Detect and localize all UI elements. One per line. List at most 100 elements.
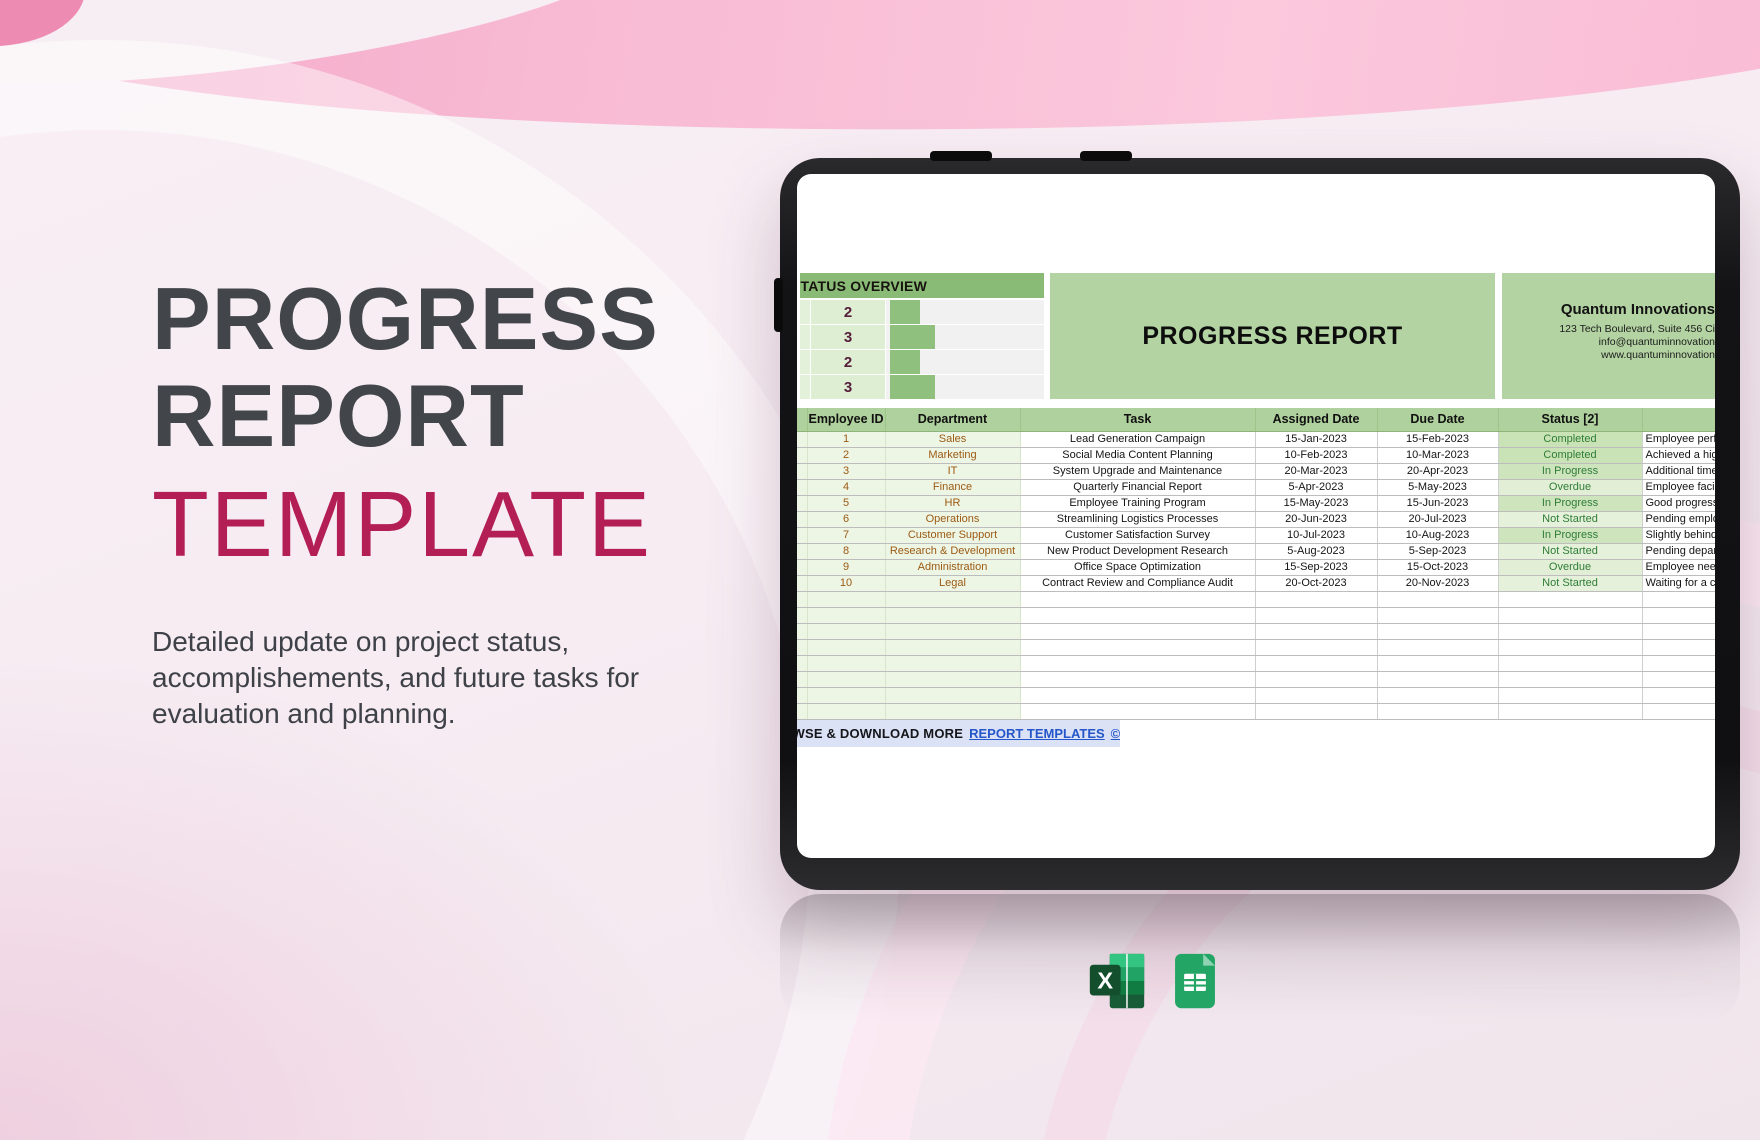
cell-employee-id: 7 — [807, 527, 886, 544]
sheet-footer: BROWSE & DOWNLOAD MORE REPORT TEMPLATES … — [797, 720, 1120, 747]
hero-description: Detailed update on project status, accom… — [152, 626, 640, 729]
overview-label-cell — [800, 350, 810, 374]
cell-assigned-date: 10-Jul-2023 — [1255, 527, 1378, 544]
cell-blank — [797, 463, 808, 480]
status-overview-title: STATUS OVERVIEW — [800, 277, 928, 294]
cell-comment: Pending depart — [1642, 543, 1715, 560]
cell-task — [1020, 639, 1256, 656]
cell-due-date: 15-Jun-2023 — [1377, 495, 1499, 512]
tablet-mockup: STATUS OVERVIEW 2 3 2 — [774, 151, 1740, 890]
footer-prefix: BROWSE & DOWNLOAD MORE — [797, 726, 964, 741]
tablet-power-button — [1080, 151, 1132, 161]
cell-due-date — [1377, 655, 1499, 672]
cell-task: Lead Generation Campaign — [1020, 431, 1256, 448]
cell-department — [885, 607, 1021, 624]
header-blank — [797, 408, 808, 432]
tablet-reflection — [780, 894, 1740, 1024]
overview-row: 2 — [800, 300, 1044, 324]
report-title-banner: PROGRESS REPORT — [1050, 273, 1495, 399]
cell-due-date: 5-May-2023 — [1377, 479, 1499, 496]
cell-due-date — [1377, 607, 1499, 624]
cell-assigned-date — [1255, 671, 1378, 688]
cell-employee-id: 2 — [807, 447, 886, 464]
cell-comment: Good progress; — [1642, 495, 1715, 512]
cell-assigned-date: 15-Jan-2023 — [1255, 431, 1378, 448]
overview-row: 2 — [800, 350, 1044, 374]
cell-blank — [797, 495, 808, 512]
cell-department: Legal — [885, 575, 1021, 592]
cell-comment: Slightly behind — [1642, 527, 1715, 544]
status-overview-header: STATUS OVERVIEW — [800, 273, 1044, 298]
table-row: 5 HR Employee Training Program 15-May-2023 1… — [797, 495, 1715, 512]
cell-status — [1498, 671, 1643, 688]
cell-due-date: 20-Jul-2023 — [1377, 511, 1499, 528]
table-empty-row — [797, 623, 1715, 640]
cell-task: Quarterly Financial Report — [1020, 479, 1256, 496]
table-empty-row — [797, 687, 1715, 704]
company-email: info@quantuminnovation — [1598, 336, 1715, 348]
cell-task — [1020, 687, 1256, 704]
cell-comment — [1642, 671, 1715, 688]
cell-employee-id — [807, 591, 886, 608]
cell-department: Finance — [885, 479, 1021, 496]
cell-task — [1020, 623, 1256, 640]
table-row: 10 Legal Contract Review and Compliance Au… — [797, 575, 1715, 592]
cell-employee-id — [807, 671, 886, 688]
cell-due-date — [1377, 687, 1499, 704]
cell-employee-id — [807, 703, 886, 720]
cell-blank — [797, 591, 808, 608]
table-row: 4 Finance Quarterly Financial Report 5-Apr-… — [797, 479, 1715, 496]
cell-comment — [1642, 655, 1715, 672]
report-templates-link[interactable]: REPORT TEMPLATES — [969, 726, 1105, 741]
report-table-body: 1 Sales Lead Generation Campaign 15-Jan-202… — [797, 431, 1715, 720]
overview-count: 3 — [811, 325, 885, 349]
cell-status: Completed — [1498, 447, 1643, 464]
cell-comment: Additional time — [1642, 463, 1715, 480]
cell-task — [1020, 655, 1256, 672]
overview-label-cell — [800, 300, 810, 324]
header-status: Status [2] — [1498, 408, 1643, 432]
status-bar — [890, 375, 935, 399]
cell-comment — [1642, 623, 1715, 640]
overview-count: 3 — [811, 375, 885, 399]
cell-employee-id — [807, 639, 886, 656]
cell-employee-id — [807, 607, 886, 624]
cell-comment — [1642, 687, 1715, 704]
template-net-link[interactable]: © TEMPLATE.NET — [1110, 726, 1120, 741]
cell-assigned-date: 10-Feb-2023 — [1255, 447, 1378, 464]
cell-task — [1020, 703, 1256, 720]
cell-blank — [797, 559, 808, 576]
cell-comment — [1642, 591, 1715, 608]
cell-comment: Employee facin — [1642, 479, 1715, 496]
cell-department — [885, 703, 1021, 720]
cell-department — [885, 591, 1021, 608]
cell-assigned-date — [1255, 623, 1378, 640]
cell-blank — [797, 431, 808, 448]
cell-assigned-date: 5-Aug-2023 — [1255, 543, 1378, 560]
cell-department: IT — [885, 463, 1021, 480]
cell-blank — [797, 479, 808, 496]
cell-task: Social Media Content Planning — [1020, 447, 1256, 464]
cell-blank — [797, 687, 808, 704]
header-comments — [1642, 408, 1715, 432]
cell-task: New Product Development Research — [1020, 543, 1256, 560]
overview-bar-track — [886, 300, 1044, 324]
cell-assigned-date: 15-May-2023 — [1255, 495, 1378, 512]
cell-task: Customer Satisfaction Survey — [1020, 527, 1256, 544]
overview-bar-track — [886, 375, 1044, 399]
cell-employee-id: 6 — [807, 511, 886, 528]
cell-due-date: 10-Mar-2023 — [1377, 447, 1499, 464]
cell-blank — [797, 607, 808, 624]
overview-bar-track — [886, 325, 1044, 349]
cell-employee-id: 8 — [807, 543, 886, 560]
svg-text:X: X — [1097, 967, 1113, 993]
table-row: 9 Administration Office Space Optimization… — [797, 559, 1715, 576]
cell-due-date: 15-Oct-2023 — [1377, 559, 1499, 576]
header-department: Department — [885, 408, 1021, 432]
cell-due-date — [1377, 639, 1499, 656]
status-bar — [890, 325, 935, 349]
header-assigned-date: Assigned Date — [1255, 408, 1378, 432]
cell-employee-id: 3 — [807, 463, 886, 480]
table-empty-row — [797, 655, 1715, 672]
cell-blank — [797, 639, 808, 656]
